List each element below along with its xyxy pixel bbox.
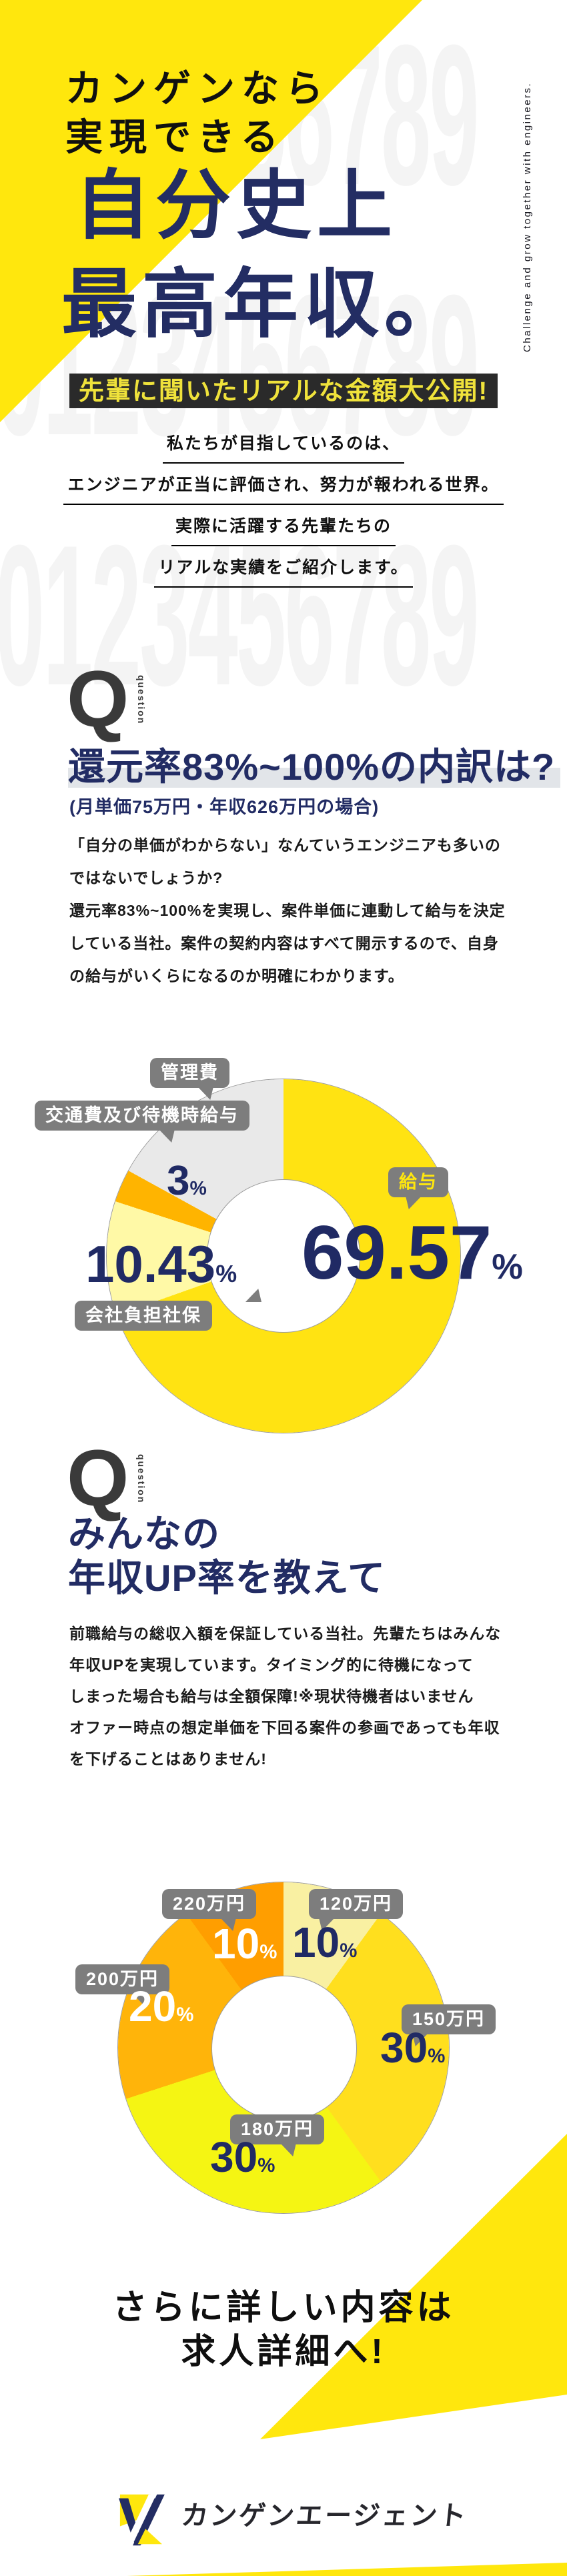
q1-question-label: question bbox=[136, 675, 147, 725]
pct-number: 30 bbox=[210, 2133, 258, 2181]
intro-line-text: 私たちが目指しているのは、 bbox=[162, 430, 405, 464]
vertical-english-tagline: Challenge and grow together with enginee… bbox=[522, 81, 533, 352]
pct-220: 10% bbox=[212, 1922, 277, 1965]
label-bubble-200: 200万円 bbox=[75, 1964, 170, 1994]
label-bubble-shaho: 会社負担社保 bbox=[75, 1301, 212, 1331]
hero-catch-line2: 実現できる bbox=[65, 116, 285, 158]
q1-paragraph-line: ではないでしょうか? bbox=[69, 869, 223, 886]
bottom-yellow-sliver bbox=[127, 2563, 567, 2576]
percent-sign: % bbox=[428, 2045, 446, 2067]
percent-sign: % bbox=[257, 2154, 275, 2176]
percent-sign: % bbox=[340, 1940, 358, 1962]
q1-heading: 還元率83%~100%の内訳は? bbox=[68, 746, 561, 788]
label-bubble-120: 120万円 bbox=[309, 1889, 404, 1919]
donut-chart-salary-up-hole bbox=[211, 1976, 357, 2121]
cta-line2: 求人詳細へ! bbox=[181, 2333, 386, 2371]
pct-number: 20 bbox=[129, 1982, 177, 2030]
donut-chart-breakdown-hole bbox=[207, 1179, 360, 1333]
hero-badge: 先輩に聞いたリアルな金額大公開! bbox=[69, 374, 498, 408]
q1-paragraph-line: 還元率83%~100%を実現し、案件単価に連動して給与を決定 bbox=[69, 902, 506, 919]
pct-number: 69.57 bbox=[302, 1211, 492, 1295]
background-digits-row: 0123456789 bbox=[0, 503, 480, 727]
q1-paragraph: 「自分の単価がわからない」なんていうエンジニアも多いの ではないでしょうか? 還… bbox=[69, 832, 510, 996]
percent-sign: % bbox=[492, 1248, 523, 1287]
label-bubble-kotsuhi: 交通費及び待機時給与 bbox=[35, 1101, 249, 1131]
q1-paragraph-line: している当社。案件の契約内容はすべて開示するので、自身 bbox=[69, 934, 499, 952]
pct-number: 10 bbox=[292, 1918, 340, 1966]
intro-line: 私たちが目指しているのは、 bbox=[0, 430, 567, 464]
percent-sign: % bbox=[215, 1261, 237, 1287]
pct-200: 20% bbox=[129, 1985, 193, 2028]
q2-paragraph-line: 前職給与の総収入額を保証している当社。先輩たちはみんな bbox=[69, 1625, 502, 1642]
intro-line: 実際に活躍する先輩たちの bbox=[0, 513, 567, 546]
company-logo-icon bbox=[119, 2494, 165, 2546]
pct-number: 3 bbox=[167, 1158, 190, 1204]
label-bubble-150: 150万円 bbox=[402, 2004, 496, 2034]
pct-shaho: 10.43% bbox=[85, 1238, 237, 1290]
q2-heading-line2: 年収UP率を教えて bbox=[68, 1557, 386, 1599]
company-logo-text: カンゲンエージェント bbox=[179, 2501, 470, 2531]
intro-line: エンジニアが正当に評価され、努力が報われる世界。 bbox=[0, 472, 567, 505]
hero-title-line2: 最高年収。 bbox=[61, 262, 465, 346]
q1-paragraph-line: 「自分の単価がわからない」なんていうエンジニアも多いの bbox=[69, 836, 501, 854]
label-bubble-kyuyo: 給与 bbox=[388, 1167, 448, 1197]
q1-letter: Q bbox=[67, 654, 129, 744]
label-bubble-220: 220万円 bbox=[162, 1889, 257, 1919]
intro-line: リアルな実績をご紹介します。 bbox=[0, 554, 567, 588]
pct-kyuyo: 69.57% bbox=[302, 1215, 523, 1291]
pct-kotsuhi: 3% bbox=[167, 1161, 207, 1202]
q1-heading-text: 還元率83%~100%の内訳は? bbox=[68, 746, 561, 788]
q2-paragraph: 前職給与の総収入額を保証している当社。先輩たちはみんな 年収UPを実現しています… bbox=[69, 1621, 510, 1778]
q1-subheading: (月単価75万円・年収626万円の場合) bbox=[69, 797, 380, 817]
percent-sign: % bbox=[259, 1941, 277, 1963]
pct-number: 10.43 bbox=[85, 1235, 216, 1293]
pct-number: 30 bbox=[380, 2024, 428, 2072]
percent-sign: % bbox=[176, 2004, 194, 2026]
cta-line1: さらに詳しい内容は bbox=[112, 2289, 455, 2327]
q2-heading-line1: みんなの bbox=[68, 1513, 220, 1555]
pct-number: 10 bbox=[212, 1920, 260, 1968]
percent-sign: % bbox=[189, 1178, 207, 1199]
q2-paragraph-line: しまった場合も給与は全額保障!※現状待機者はいません bbox=[69, 1688, 474, 1705]
q2-paragraph-line: を下げることはありません! bbox=[69, 1750, 267, 1768]
q2-question-label: question bbox=[136, 1454, 147, 1504]
q2-paragraph-line: オファー時点の想定単価を下回る案件の参画であっても年収 bbox=[69, 1719, 500, 1736]
intro-line-text: リアルな実績をご紹介します。 bbox=[154, 554, 413, 588]
q2-letter: Q bbox=[67, 1433, 129, 1523]
hero-catch-line1: カンゲンなら bbox=[65, 67, 330, 109]
hero-title-line1: 自分史上 bbox=[75, 163, 398, 247]
q2-paragraph-line: 年収UPを実現しています。タイミング的に待機になって bbox=[69, 1656, 474, 1674]
intro-line-text: 実際に活躍する先輩たちの bbox=[171, 513, 396, 546]
pct-120: 10% bbox=[292, 1921, 357, 1964]
label-bubble-kanrihi: 管理費 bbox=[150, 1058, 229, 1088]
intro-line-text: エンジニアが正当に評価され、努力が報われる世界。 bbox=[63, 472, 504, 505]
pct-150: 30% bbox=[380, 2026, 445, 2069]
label-bubble-180: 180万円 bbox=[230, 2114, 325, 2144]
q1-paragraph-line: の給与がいくらになるのか明確にわかります。 bbox=[69, 967, 404, 985]
pct-180: 30% bbox=[210, 2136, 275, 2178]
